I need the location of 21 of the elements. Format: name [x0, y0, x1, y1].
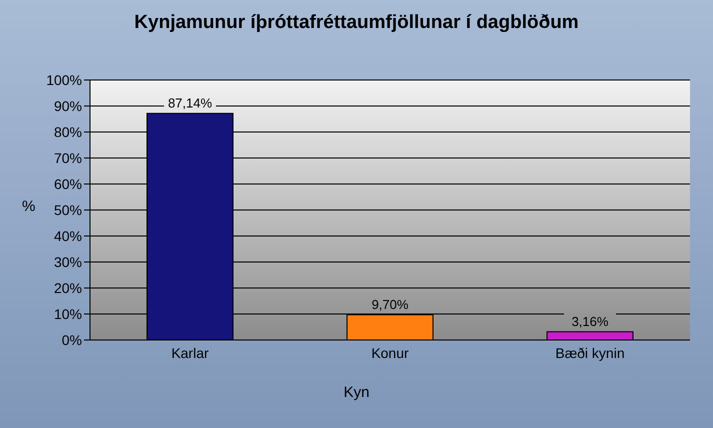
x-axis-title: Kyn — [342, 384, 370, 401]
chart-title: Kynjamunur íþróttafréttaumfjöllunar í dagblöðum — [133, 12, 580, 34]
y-tick-label: 100% — [46, 72, 82, 88]
y-tick-label: 40% — [54, 228, 82, 244]
y-tick-label: 60% — [54, 176, 82, 192]
y-tick-label: 50% — [54, 202, 82, 218]
y-tick-label: 10% — [54, 306, 82, 322]
bar — [546, 331, 634, 340]
y-tick-label: 70% — [54, 150, 82, 166]
data-label: 9,70% — [372, 296, 409, 312]
y-tick-label: 90% — [54, 98, 82, 114]
y-tick-label: 0% — [62, 332, 82, 348]
x-tick-label: Karlar — [171, 344, 210, 361]
y-tick-label: 30% — [54, 254, 82, 270]
x-tick-label: Konur — [371, 344, 410, 361]
y-tick-label: 20% — [54, 280, 82, 296]
x-tick-label: Bæði kynin — [555, 344, 625, 361]
data-label: 87,14% — [168, 95, 212, 110]
y-tick-label: 80% — [54, 124, 82, 140]
data-label: 3,16% — [572, 314, 609, 329]
y-axis-title: % — [22, 198, 36, 215]
